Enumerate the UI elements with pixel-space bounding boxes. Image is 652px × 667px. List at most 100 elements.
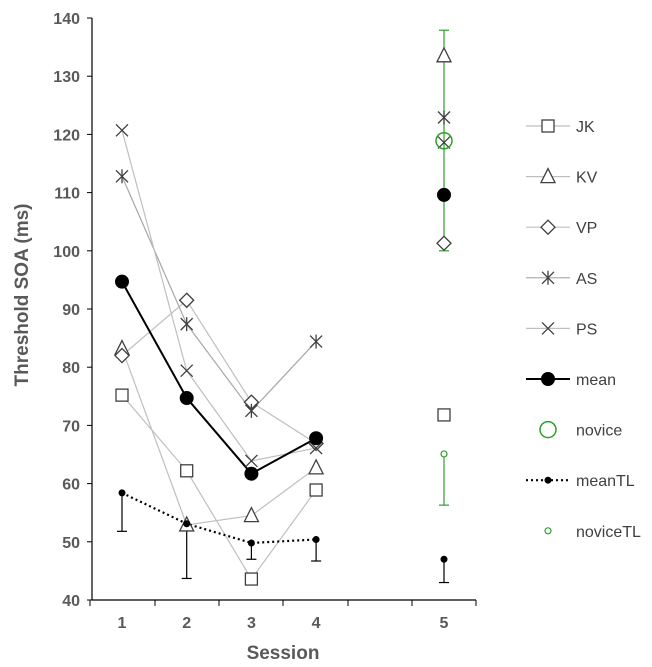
point-mean — [179, 391, 194, 406]
legend-marker-PS — [541, 321, 555, 335]
point-mean — [244, 466, 259, 481]
legend: JK KV VP AS PS mean novice meanTL noviceTL — [526, 119, 641, 541]
legend-label-mean: mean — [576, 372, 616, 389]
point-meanTL — [118, 489, 126, 497]
series-line-meanTL — [121, 491, 317, 545]
legend-marker-meanTL — [544, 476, 552, 484]
point-JK — [437, 408, 451, 422]
legend-label-novice: novice — [576, 423, 622, 440]
legend-marker-novice — [539, 420, 557, 439]
legend-marker-KV — [539, 167, 557, 184]
square-marker — [180, 464, 194, 478]
small-filled-circle-marker — [247, 539, 255, 547]
square-marker — [437, 408, 451, 422]
triangle-marker — [539, 167, 557, 184]
legend-label-PS: PS — [576, 321, 597, 338]
point-JK — [115, 388, 129, 402]
x-tick-label: 2 — [182, 615, 191, 632]
x-stroke — [180, 364, 194, 378]
series-line-VP — [121, 299, 317, 444]
point-mean — [437, 187, 451, 202]
y-tick-label: 50 — [62, 535, 80, 552]
point-mean — [115, 274, 129, 289]
point-AS — [180, 317, 194, 332]
point-meanTL — [247, 539, 255, 547]
small-filled-circle-marker — [440, 555, 448, 563]
diamond-marker — [178, 292, 195, 309]
y-tick-label: 110 — [54, 186, 80, 203]
x-tick-label: 1 — [118, 615, 127, 632]
y-tick-label: 100 — [53, 244, 80, 261]
point-meanTL — [183, 520, 191, 528]
square-marker — [309, 483, 323, 497]
series-line-KV — [121, 348, 317, 526]
x-stroke — [437, 136, 451, 150]
y-tick-label: 40 — [62, 593, 80, 610]
legend-marker-AS — [541, 270, 555, 285]
point-meanTL — [440, 555, 448, 563]
filled-circle-marker — [541, 372, 555, 386]
point-AS — [437, 110, 451, 125]
series-line-PS — [121, 130, 317, 462]
diamond-marker — [540, 219, 556, 236]
triangle-marker — [308, 458, 325, 475]
point-AS — [309, 334, 323, 349]
y-tick-label: 60 — [62, 477, 80, 494]
point-KV — [435, 46, 453, 63]
filled-circle-marker — [244, 466, 259, 481]
legend-label-meanTL: meanTL — [576, 473, 635, 490]
small-filled-circle-marker — [312, 535, 320, 543]
triangle-marker — [243, 506, 260, 523]
y-tick-label: 90 — [62, 302, 80, 319]
point-PS — [180, 364, 194, 378]
square-marker — [115, 388, 129, 402]
point-PS — [115, 123, 129, 137]
series-markers — [113, 46, 453, 586]
series-lines — [121, 130, 317, 581]
y-tick-label: 70 — [62, 418, 80, 435]
y-tick-label: 140 — [53, 11, 80, 28]
point-JK — [244, 572, 259, 586]
x-tick-label: 3 — [247, 615, 256, 632]
y-axis-title: Threshold SOA (ms) — [12, 204, 33, 387]
filled-circle-marker — [115, 274, 129, 289]
x-stroke — [115, 123, 129, 137]
x-tick-label: 5 — [440, 615, 449, 632]
x-stroke — [244, 454, 258, 468]
legend-marker-mean — [541, 372, 555, 386]
legend-marker-VP — [540, 219, 556, 236]
point-JK — [309, 483, 323, 497]
point-JK — [180, 464, 194, 478]
legend-label-noviceTL: noviceTL — [576, 524, 641, 541]
legend-label-JK: JK — [576, 119, 595, 136]
y-tick-label: 120 — [53, 127, 80, 144]
x-axis-title: Session — [247, 643, 320, 664]
point-novice — [435, 132, 453, 150]
x-tick-label: 4 — [312, 615, 321, 632]
small-open-circle-marker — [544, 527, 552, 535]
triangle-marker — [435, 46, 453, 63]
small-filled-circle-marker — [544, 476, 552, 484]
open-circle-marker — [539, 420, 557, 439]
point-AS — [244, 403, 258, 418]
legend-label-KV: KV — [576, 170, 598, 187]
filled-circle-marker — [179, 391, 194, 406]
axes: 40 50 60 70 80 90 100 110 120 130 140 1 2 3 4 5 — [53, 11, 477, 632]
error-bars — [117, 29, 449, 584]
point-VP — [436, 235, 452, 252]
filled-circle-marker — [437, 187, 451, 202]
legend-label-VP: VP — [576, 220, 597, 237]
point-mean — [309, 431, 324, 446]
x-stroke — [309, 441, 323, 455]
point-meanTL — [312, 535, 320, 543]
small-filled-circle-marker — [118, 489, 126, 497]
series-line-mean — [121, 281, 317, 475]
square-marker — [541, 119, 555, 133]
point-VP — [178, 292, 195, 309]
square-marker — [244, 572, 259, 586]
point-PS — [309, 441, 323, 455]
legend-marker-JK — [541, 119, 555, 133]
small-open-circle-marker — [440, 450, 448, 458]
small-filled-circle-marker — [183, 520, 191, 528]
